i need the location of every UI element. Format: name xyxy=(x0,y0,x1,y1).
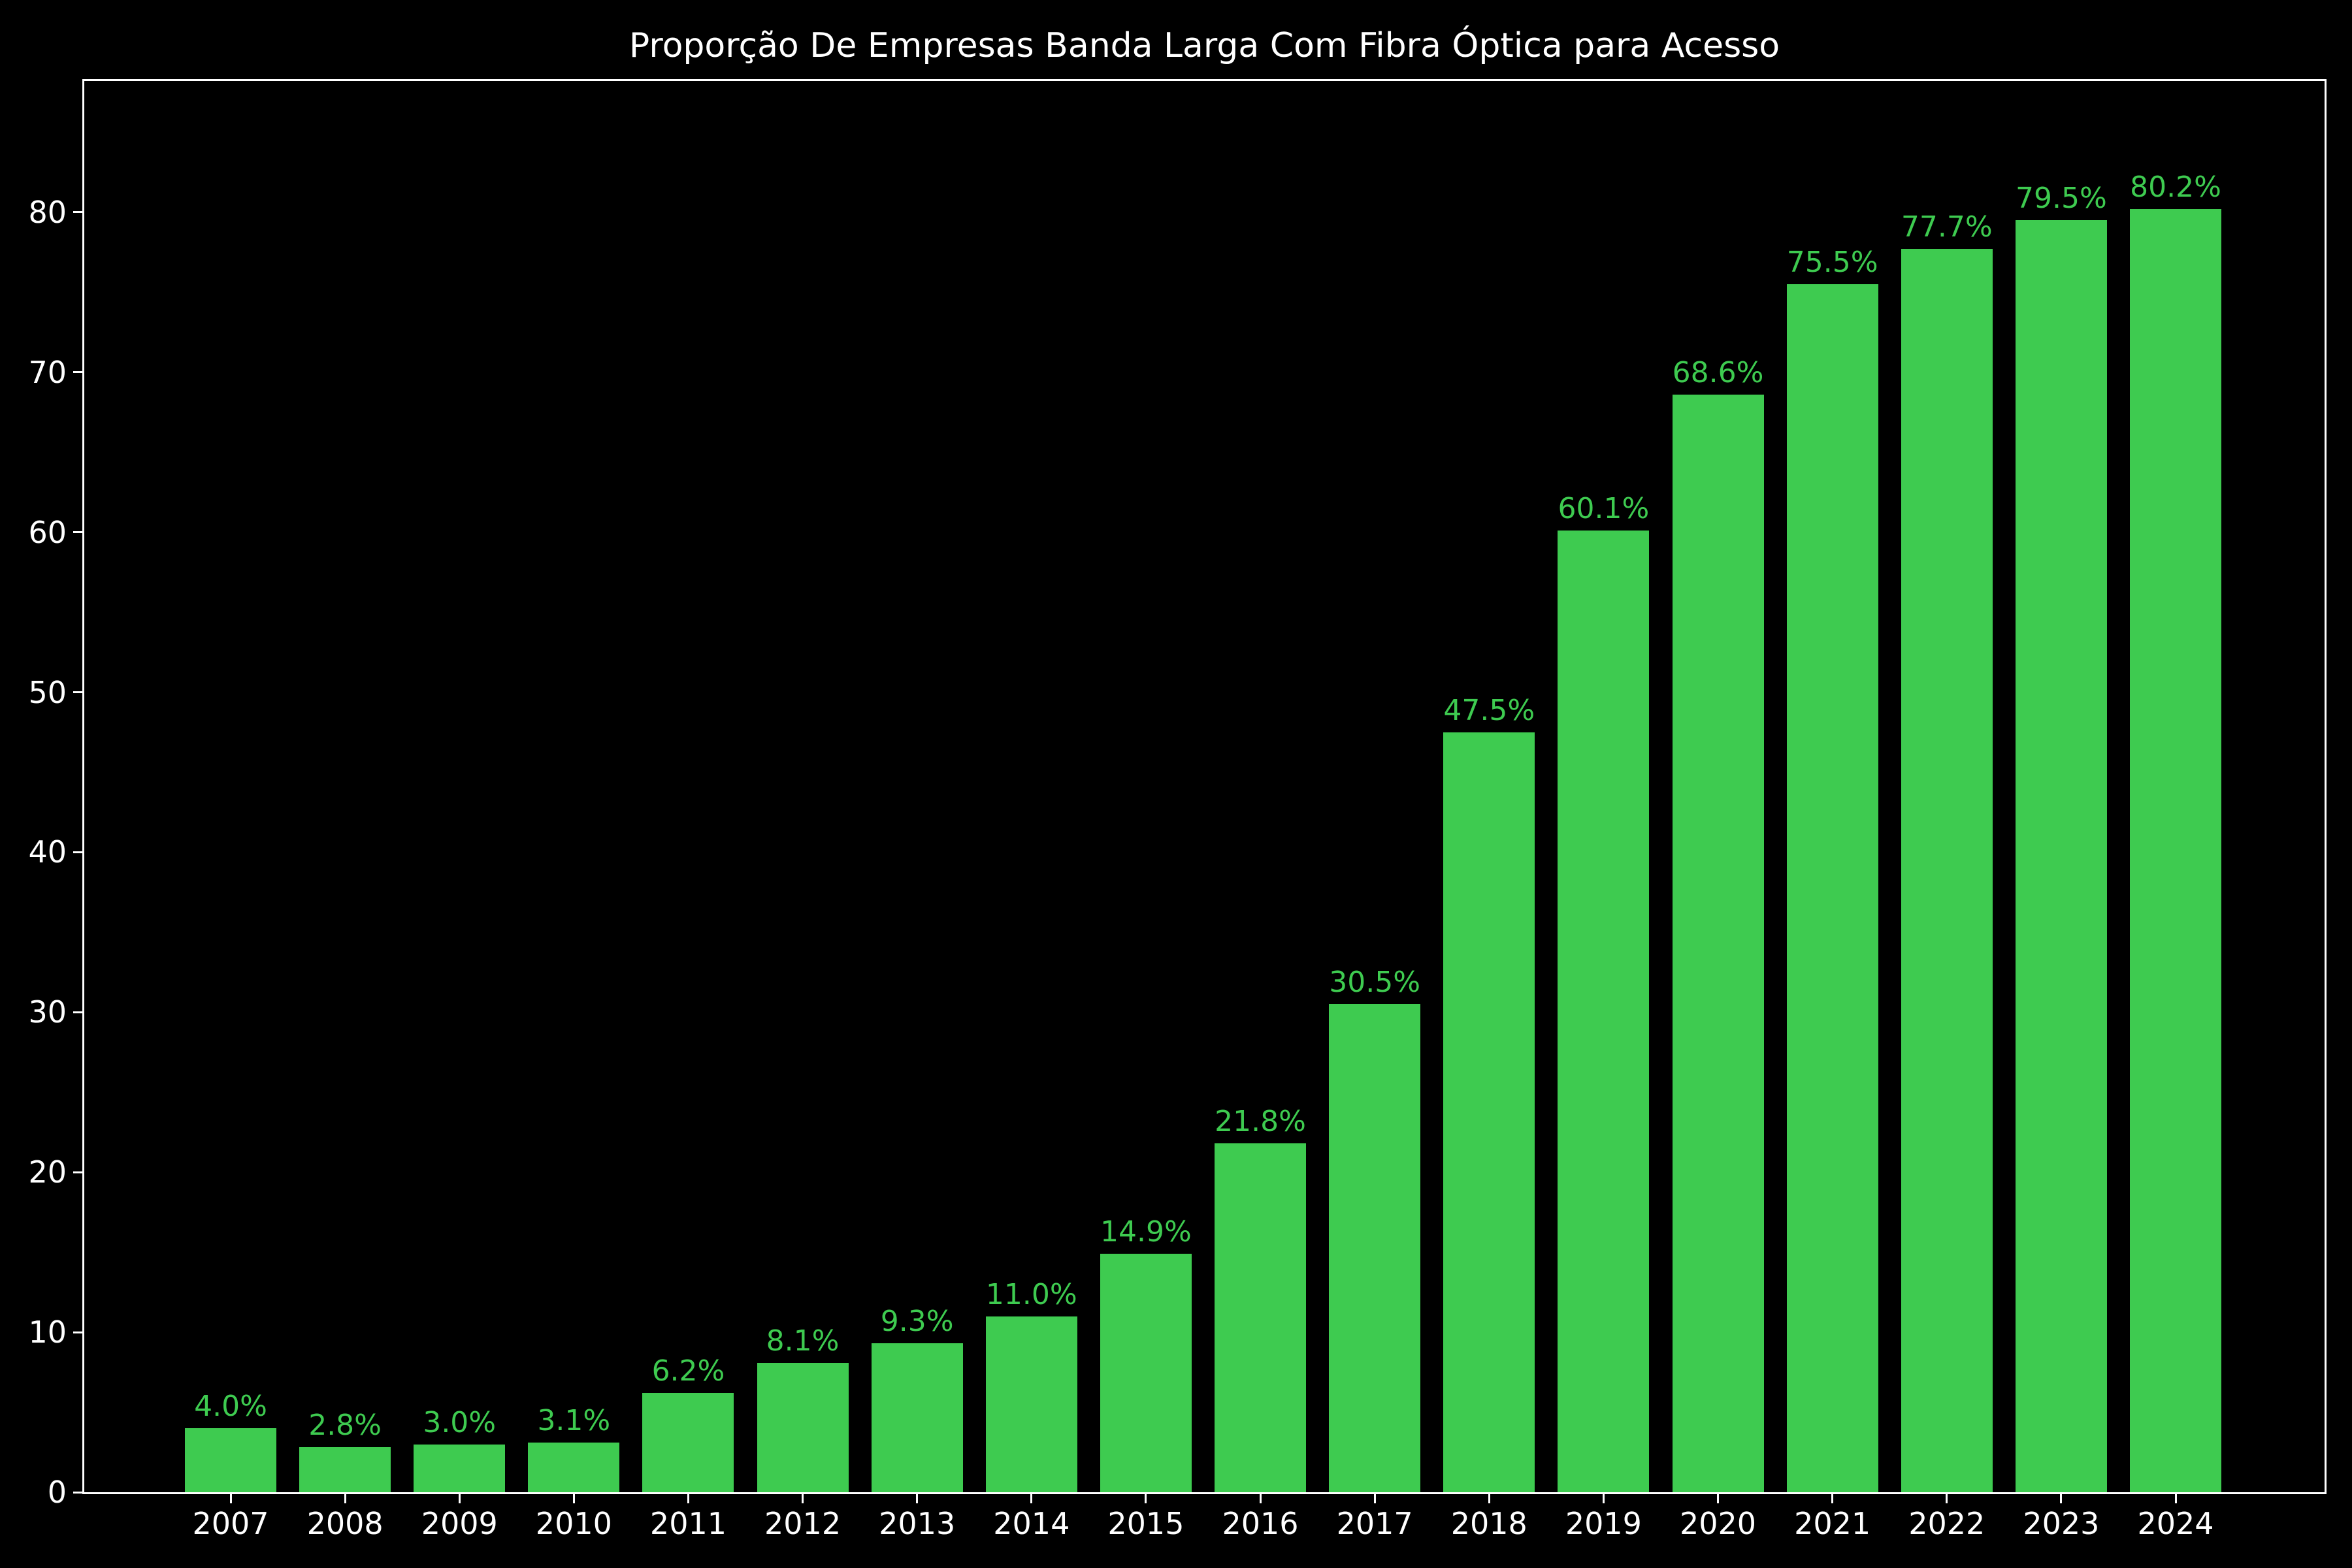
bar-2023 xyxy=(2015,220,2107,1492)
x-tick-label-2024: 2024 xyxy=(2137,1506,2214,1541)
bar-value-label-2019: 60.1% xyxy=(1558,492,1650,526)
x-tick-mark-2020 xyxy=(1717,1494,1720,1503)
x-tick-mark-2021 xyxy=(1831,1494,1834,1503)
y-tick-label-0: 0 xyxy=(47,1475,67,1510)
bar-2008 xyxy=(299,1447,391,1492)
y-tick-label-10: 10 xyxy=(28,1315,67,1350)
bar-2011 xyxy=(642,1393,734,1492)
bar-2014 xyxy=(985,1316,1077,1492)
x-tick-mark-2024 xyxy=(2174,1494,2177,1503)
bar-2010 xyxy=(528,1443,620,1492)
bar-value-label-2015: 14.9% xyxy=(1100,1215,1192,1249)
bar-value-label-2016: 21.8% xyxy=(1215,1105,1306,1139)
y-tick-mark-20 xyxy=(73,1171,82,1173)
bar-2024 xyxy=(2130,208,2221,1492)
bar-value-label-2017: 30.5% xyxy=(1329,966,1421,1000)
bar-2020 xyxy=(1672,395,1764,1492)
bar-value-label-2022: 77.7% xyxy=(1901,210,1993,244)
x-tick-label-2010: 2010 xyxy=(535,1506,612,1541)
x-tick-label-2011: 2011 xyxy=(649,1506,727,1541)
bar-2012 xyxy=(757,1362,849,1492)
x-tick-mark-2015 xyxy=(1145,1494,1147,1503)
bar-value-label-2011: 6.2% xyxy=(651,1354,725,1388)
x-tick-mark-2014 xyxy=(1030,1494,1033,1503)
x-tick-mark-2017 xyxy=(1373,1494,1376,1503)
bar-value-label-2020: 68.6% xyxy=(1672,356,1764,389)
bar-2015 xyxy=(1100,1254,1192,1492)
x-tick-mark-2007 xyxy=(229,1494,232,1503)
y-tick-label-20: 20 xyxy=(28,1154,67,1190)
x-tick-label-2019: 2019 xyxy=(1565,1506,1642,1541)
x-tick-label-2018: 2018 xyxy=(1450,1506,1527,1541)
x-tick-mark-2013 xyxy=(916,1494,919,1503)
y-tick-label-60: 60 xyxy=(28,514,67,550)
chart-title: Proporção De Empresas Banda Larga Com Fi… xyxy=(629,26,1780,65)
y-tick-mark-70 xyxy=(73,371,82,374)
x-tick-label-2020: 2020 xyxy=(1679,1506,1757,1541)
bar-2018 xyxy=(1443,732,1535,1492)
y-tick-label-70: 70 xyxy=(28,354,67,390)
y-tick-mark-50 xyxy=(73,691,82,693)
bar-value-label-2007: 4.0% xyxy=(194,1390,267,1424)
x-tick-mark-2019 xyxy=(1602,1494,1605,1503)
x-tick-label-2013: 2013 xyxy=(879,1506,956,1541)
y-tick-label-40: 40 xyxy=(28,834,67,870)
plot-inner: 4.0% 2.8% 3.0% 3.1% 6.2% 8.1% 9.3% 11.0% 14.9% 21… xyxy=(84,81,2325,1492)
bar-2013 xyxy=(871,1343,963,1492)
y-tick-mark-80 xyxy=(73,211,82,214)
y-tick-label-50: 50 xyxy=(28,674,67,710)
bar-value-label-2013: 9.3% xyxy=(880,1305,954,1339)
bar-2021 xyxy=(1786,284,1878,1492)
y-tick-mark-60 xyxy=(73,531,82,534)
bar-value-label-2009: 3.0% xyxy=(423,1405,497,1439)
x-tick-mark-2010 xyxy=(572,1494,575,1503)
x-tick-label-2017: 2017 xyxy=(1336,1506,1413,1541)
bar-2022 xyxy=(1901,249,1993,1492)
y-tick-label-80: 80 xyxy=(28,194,67,230)
bar-value-label-2010: 3.1% xyxy=(537,1404,611,1438)
x-tick-mark-2008 xyxy=(344,1494,346,1503)
bar-value-label-2021: 75.5% xyxy=(1786,246,1878,280)
y-tick-mark-0 xyxy=(73,1491,82,1494)
x-tick-label-2012: 2012 xyxy=(764,1506,841,1541)
y-tick-mark-10 xyxy=(73,1331,82,1333)
bar-2009 xyxy=(414,1444,506,1492)
bar-value-label-2008: 2.8% xyxy=(308,1409,382,1443)
x-tick-label-2023: 2023 xyxy=(2023,1506,2100,1541)
bar-value-label-2023: 79.5% xyxy=(2015,182,2107,216)
bar-value-label-2014: 11.0% xyxy=(985,1277,1077,1311)
x-tick-mark-2016 xyxy=(1259,1494,1262,1503)
x-tick-mark-2012 xyxy=(802,1494,804,1503)
x-tick-label-2021: 2021 xyxy=(1794,1506,1871,1541)
plot-area: 4.0% 2.8% 3.0% 3.1% 6.2% 8.1% 9.3% 11.0% 14.9% 21… xyxy=(82,79,2327,1494)
x-tick-label-2016: 2016 xyxy=(1222,1506,1299,1541)
bar-2016 xyxy=(1215,1143,1307,1492)
x-tick-label-2014: 2014 xyxy=(993,1506,1070,1541)
y-tick-label-30: 30 xyxy=(28,994,67,1030)
x-tick-mark-2009 xyxy=(458,1494,461,1503)
y-tick-mark-40 xyxy=(73,851,82,853)
y-tick-mark-30 xyxy=(73,1011,82,1013)
bar-value-label-2024: 80.2% xyxy=(2130,170,2221,204)
x-tick-label-2022: 2022 xyxy=(1908,1506,1985,1541)
x-tick-mark-2023 xyxy=(2060,1494,2063,1503)
bar-value-label-2012: 8.1% xyxy=(766,1324,840,1358)
bar-2019 xyxy=(1558,531,1650,1492)
bar-2007 xyxy=(185,1428,276,1492)
x-tick-label-2015: 2015 xyxy=(1107,1506,1184,1541)
bar-2017 xyxy=(1329,1004,1421,1492)
x-tick-label-2009: 2009 xyxy=(421,1506,498,1541)
x-tick-mark-2018 xyxy=(1488,1494,1490,1503)
x-tick-mark-2011 xyxy=(687,1494,689,1503)
x-tick-label-2008: 2008 xyxy=(306,1506,384,1541)
x-tick-label-2007: 2007 xyxy=(192,1506,269,1541)
x-tick-mark-2022 xyxy=(1946,1494,1948,1503)
bar-value-label-2018: 47.5% xyxy=(1443,693,1535,727)
